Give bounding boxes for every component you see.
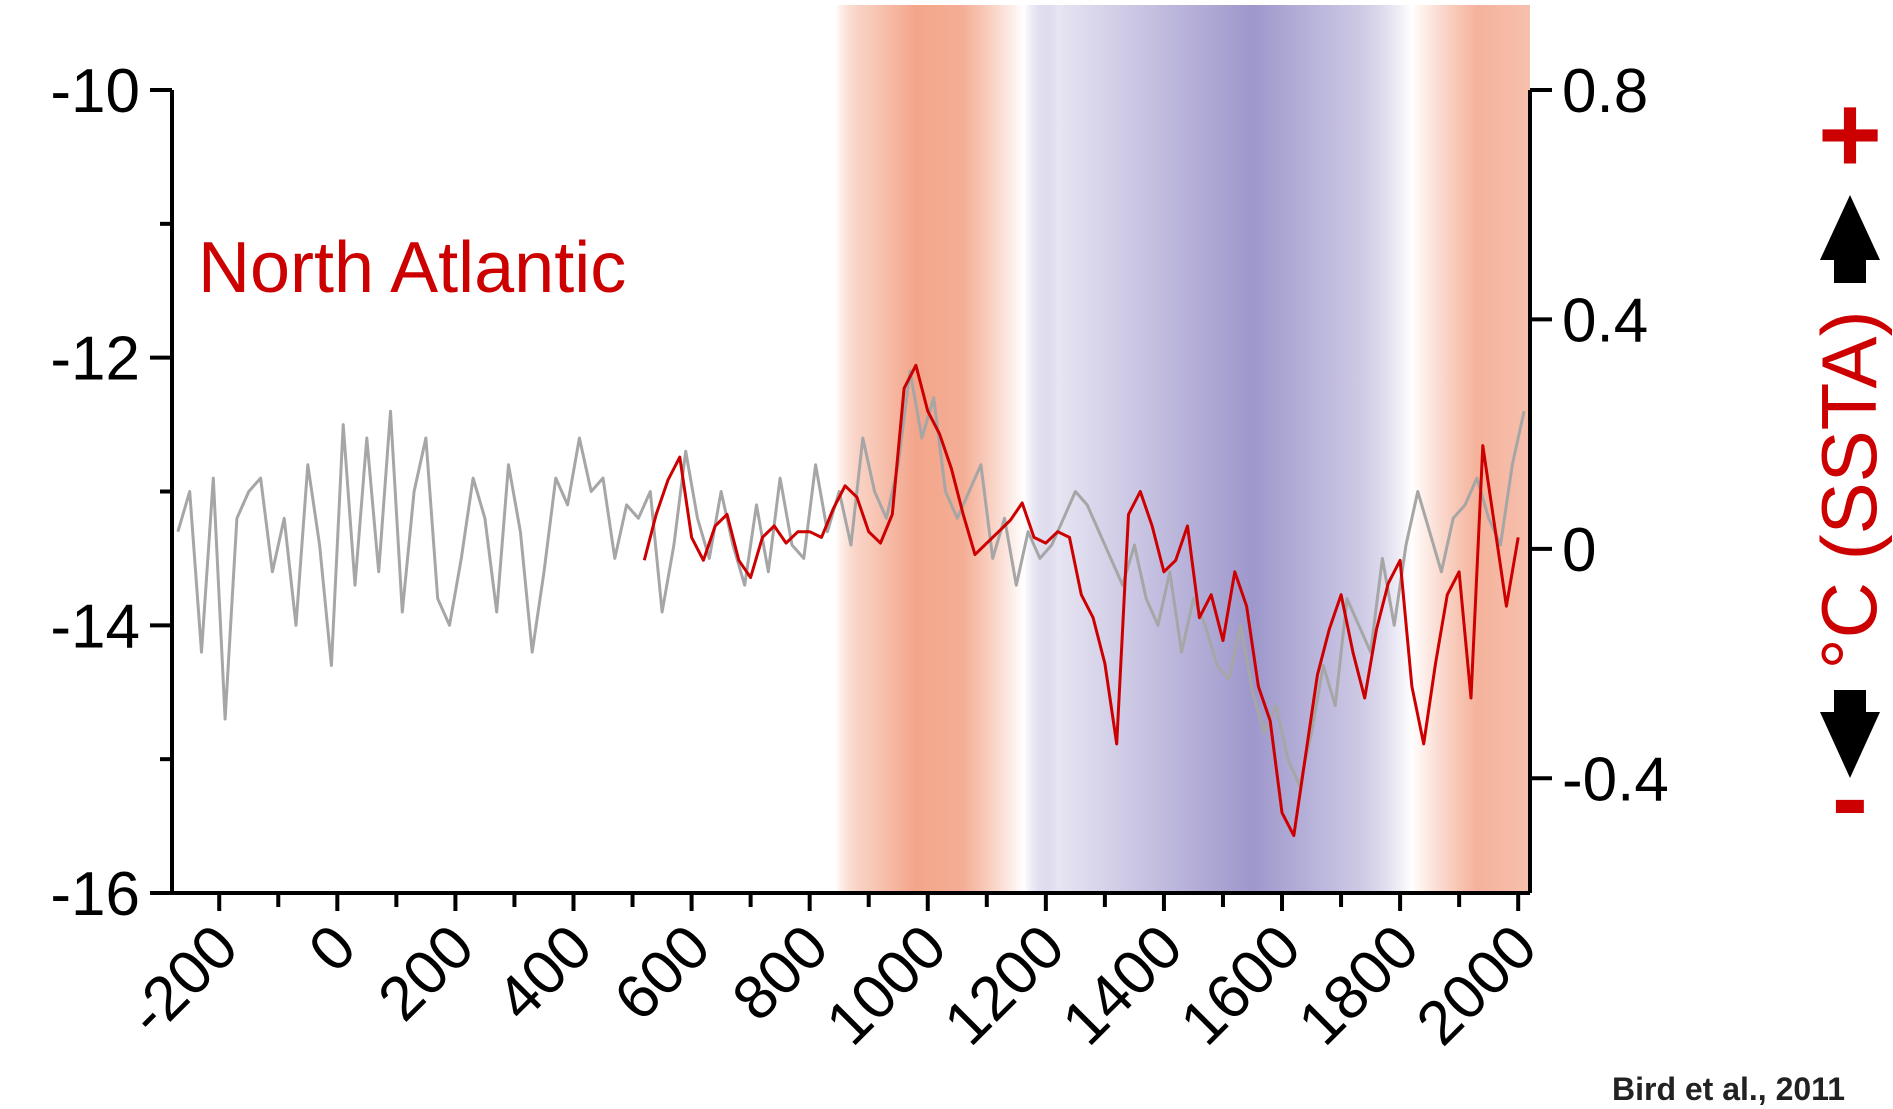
x-tick-label: 400 bbox=[483, 912, 605, 1034]
x-tick-label: -200 bbox=[115, 912, 252, 1049]
down-arrow-icon bbox=[1820, 712, 1880, 778]
minus-sign: - bbox=[1832, 736, 1869, 859]
up-arrow-shaft bbox=[1834, 255, 1866, 283]
left-tick-label: -12 bbox=[50, 325, 140, 394]
x-tick-label: 1400 bbox=[1050, 912, 1196, 1058]
x-tick-label: 200 bbox=[365, 912, 487, 1034]
region-annotation: North Atlantic bbox=[198, 228, 626, 308]
left-tick-label: -16 bbox=[50, 860, 140, 929]
left-tick-label: -14 bbox=[50, 592, 140, 661]
climate-period-bands bbox=[835, 5, 1530, 893]
plus-sign: + bbox=[1818, 73, 1882, 196]
ssta-axis-legend: + °C (SSTA) - bbox=[1805, 73, 1893, 859]
up-arrow-icon bbox=[1820, 195, 1880, 260]
left-tick-label: -10 bbox=[50, 57, 140, 126]
x-tick-label: 0 bbox=[296, 912, 369, 985]
x-tick-label: 2000 bbox=[1404, 912, 1550, 1058]
source-credit: Bird et al., 2011 bbox=[1612, 1071, 1845, 1107]
red-ssta-series-line bbox=[642, 363, 1520, 838]
x-tick-label: 1200 bbox=[931, 912, 1077, 1058]
right-axis-label: °C (SSTA) bbox=[1805, 310, 1893, 669]
right-tick-label: 0.8 bbox=[1562, 57, 1648, 126]
x-tick-label: 1600 bbox=[1168, 912, 1314, 1058]
x-tick-label: 600 bbox=[602, 912, 724, 1034]
right-tick-label: 0 bbox=[1562, 516, 1596, 585]
x-tick-label: 1000 bbox=[813, 912, 959, 1058]
x-tick-label: 1800 bbox=[1286, 912, 1432, 1058]
right-tick-label: -0.4 bbox=[1562, 745, 1669, 814]
right-tick-label: 0.4 bbox=[1562, 286, 1648, 355]
